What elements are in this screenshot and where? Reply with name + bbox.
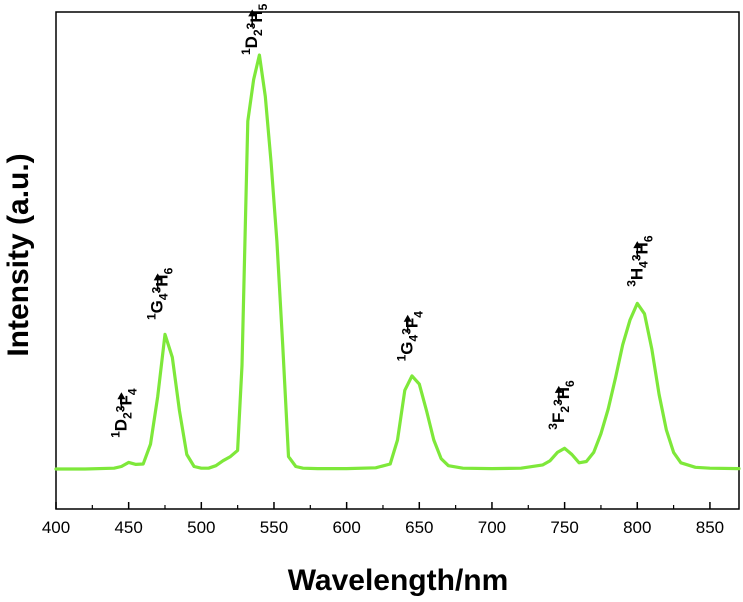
transition-label-part: D <box>111 419 130 431</box>
plot-frame <box>55 11 740 510</box>
x-tick-label: 700 <box>478 518 506 537</box>
transition-label-part: 1 <box>239 48 253 55</box>
transition-label-part: 3 <box>624 280 638 287</box>
transition-label-part: F <box>549 413 568 423</box>
transition-label: 1D23H5 <box>239 3 270 55</box>
transition-label-part: 4 <box>407 334 421 341</box>
transition-label: 1G43H6 <box>145 267 176 320</box>
transition-label-part: D <box>242 36 261 48</box>
transition-label-part: 2 <box>251 29 265 36</box>
transition-label-part: H <box>632 242 651 254</box>
x-tick-label: 850 <box>696 518 724 537</box>
x-axis-ticks: 400 450 500 550 600 650 700 750 800 850 <box>42 502 724 537</box>
transition-label-part: 2 <box>558 406 572 413</box>
svg-text:1G43F4: 1G43F4 <box>395 311 426 362</box>
transition-arrow-head <box>554 385 563 393</box>
transition-label-part: 3 <box>629 254 643 261</box>
transition-label-part: H <box>153 274 172 286</box>
transition-arrow-head <box>248 9 257 17</box>
transition-label-part: H <box>627 268 646 280</box>
transition-label-part: 6 <box>162 267 176 274</box>
transition-arrow-head <box>633 241 642 249</box>
transition-label-part: 4 <box>125 388 139 395</box>
transition-label-part: 3 <box>400 328 414 335</box>
svg-text:1D23F4: 1D23F4 <box>108 388 139 438</box>
x-axis-title: Wavelength/nm <box>288 564 509 597</box>
x-tick-label: 550 <box>260 518 288 537</box>
transition-label-part: H <box>554 387 573 399</box>
transition-label-part: 2 <box>120 412 134 419</box>
transition-label: 1G43F4 <box>395 311 426 362</box>
transition-label-part: 3 <box>113 405 127 412</box>
transition-label-part: 4 <box>412 311 426 318</box>
transition-arrow-head <box>117 392 126 400</box>
transition-label: 3F23H6 <box>546 380 577 430</box>
transition-arrow-head <box>153 273 162 281</box>
transition-label-part: 1 <box>395 354 409 361</box>
transition-label-part: 6 <box>641 235 655 242</box>
transition-label-part: 5 <box>256 3 270 10</box>
y-axis-title: Intensity (a.u.) <box>2 153 35 356</box>
x-tick-label: 600 <box>332 518 360 537</box>
transition-label-part: 3 <box>150 286 164 293</box>
x-tick-label: 500 <box>187 518 215 537</box>
x-tick-label: 750 <box>550 518 578 537</box>
transition-label-part: 6 <box>563 380 577 387</box>
svg-text:3H43H6: 3H43H6 <box>624 235 655 287</box>
transition-label: 1D23F4 <box>108 388 139 438</box>
transition-label-part: 1 <box>145 313 159 320</box>
transition-label-part: F <box>403 318 422 328</box>
x-tick-label: 450 <box>114 518 142 537</box>
transition-label-part: 3 <box>244 22 258 29</box>
transition-label-part: 4 <box>157 293 171 300</box>
transition-label-part: 3 <box>551 399 565 406</box>
transition-label-part: F <box>116 395 135 405</box>
svg-text:1D23H5: 1D23H5 <box>239 3 270 55</box>
svg-text:3F23H6: 3F23H6 <box>546 380 577 430</box>
transition-label-part: 1 <box>108 431 122 438</box>
transition-label-part: H <box>247 10 266 22</box>
svg-text:1G43H6: 1G43H6 <box>145 267 176 320</box>
series-line <box>54 53 741 471</box>
x-tick-label: 800 <box>623 518 651 537</box>
x-tick-label: 650 <box>405 518 433 537</box>
transition-label-part: G <box>148 300 167 313</box>
transition-label: 3H43H6 <box>624 235 655 287</box>
transition-arrow-head <box>403 314 412 322</box>
transition-label-part: G <box>398 341 417 354</box>
transition-label-part: 3 <box>546 423 560 430</box>
x-tick-label: 400 <box>42 518 70 537</box>
transition-label-part: 4 <box>636 261 650 268</box>
